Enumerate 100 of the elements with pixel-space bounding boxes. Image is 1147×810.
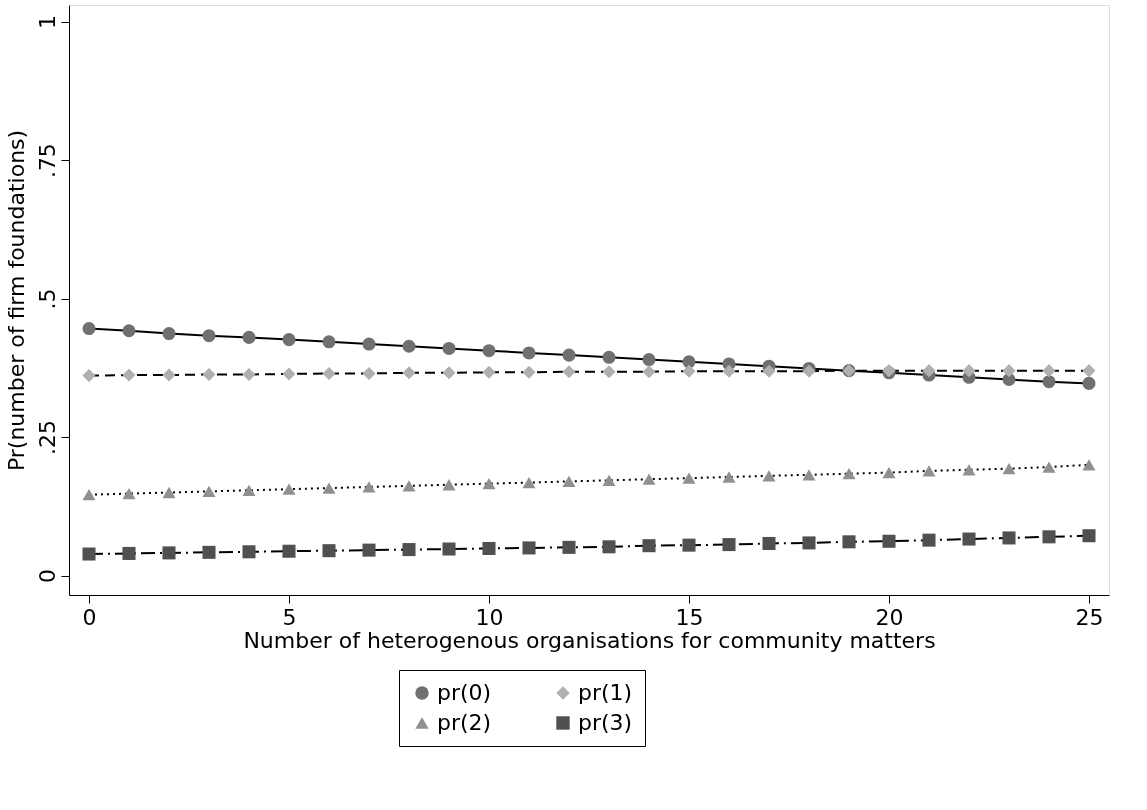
point [202, 485, 216, 498]
point [82, 322, 96, 336]
point [82, 547, 96, 561]
point [282, 333, 296, 347]
point [1002, 531, 1016, 545]
point [1002, 463, 1016, 475]
y-tick-label: 1 [34, 15, 60, 30]
point [962, 532, 976, 546]
point [562, 540, 576, 554]
point [962, 364, 976, 378]
point [122, 324, 136, 338]
point [802, 469, 816, 481]
point [762, 536, 776, 550]
point [882, 466, 896, 479]
point [722, 364, 736, 378]
point [202, 329, 216, 343]
point [762, 470, 776, 482]
y-tick-label: .5 [34, 288, 60, 310]
point [282, 367, 296, 381]
point [682, 364, 696, 378]
x-tick-label: 15 [675, 604, 704, 630]
point [1042, 375, 1056, 389]
point [482, 478, 496, 490]
point [482, 541, 496, 555]
point [122, 368, 136, 382]
point [282, 483, 296, 495]
point [122, 546, 136, 560]
y-tick-label: .75 [34, 143, 60, 179]
point [562, 348, 576, 362]
point [162, 368, 176, 382]
x-tick-label: 5 [282, 604, 297, 630]
point [1042, 530, 1056, 544]
point [322, 335, 336, 349]
point [522, 476, 536, 489]
point [682, 472, 696, 484]
point [522, 541, 536, 555]
point [842, 535, 856, 549]
point [842, 468, 856, 480]
point [642, 353, 656, 367]
point [522, 346, 536, 360]
point [442, 479, 456, 491]
point [802, 536, 816, 550]
point [602, 474, 616, 486]
legend-label: pr(0) [437, 680, 492, 705]
point [242, 330, 256, 344]
point [402, 480, 416, 492]
point [442, 366, 456, 380]
point [322, 544, 336, 558]
point [962, 464, 976, 476]
point [922, 533, 936, 547]
point [722, 471, 736, 483]
point [762, 364, 776, 378]
point [402, 543, 416, 557]
x-tick-label: 10 [475, 604, 504, 630]
point [242, 484, 256, 496]
point [362, 481, 376, 493]
point [362, 543, 376, 557]
x-axis-title: Number of heterogenous organisations for community matters [243, 627, 936, 653]
point [242, 545, 256, 559]
point [162, 486, 176, 499]
x-tick-label: 20 [875, 604, 904, 630]
point [922, 364, 936, 378]
x-tick-label: 25 [1075, 604, 1104, 630]
point [562, 475, 576, 488]
y-tick-label: 0 [34, 569, 60, 584]
point [362, 337, 376, 351]
point [642, 539, 656, 553]
point [202, 367, 216, 382]
point [522, 365, 536, 379]
y-axis-title: Pr(number of firm foundations) [3, 129, 29, 472]
point [642, 473, 656, 485]
legend-label: pr(3) [578, 710, 633, 735]
point [402, 339, 416, 353]
point [282, 544, 296, 558]
point [122, 487, 136, 500]
point [162, 546, 176, 560]
point [922, 465, 936, 477]
point [1082, 529, 1096, 543]
point [1042, 461, 1056, 473]
point [1082, 376, 1096, 390]
x-tick-label: 0 [82, 604, 97, 630]
point [602, 540, 616, 554]
point [722, 538, 736, 552]
point [1042, 364, 1056, 378]
point [602, 350, 616, 364]
point [402, 366, 416, 380]
point [602, 365, 616, 379]
point [242, 367, 256, 382]
point [322, 366, 336, 380]
point [682, 538, 696, 552]
point [482, 344, 496, 358]
point [82, 369, 96, 383]
point [442, 341, 456, 355]
point [82, 489, 96, 501]
point [882, 534, 896, 548]
legend-label: pr(1) [578, 680, 633, 705]
point [442, 542, 456, 556]
point [562, 365, 576, 379]
point [1082, 364, 1096, 378]
point [362, 366, 376, 380]
